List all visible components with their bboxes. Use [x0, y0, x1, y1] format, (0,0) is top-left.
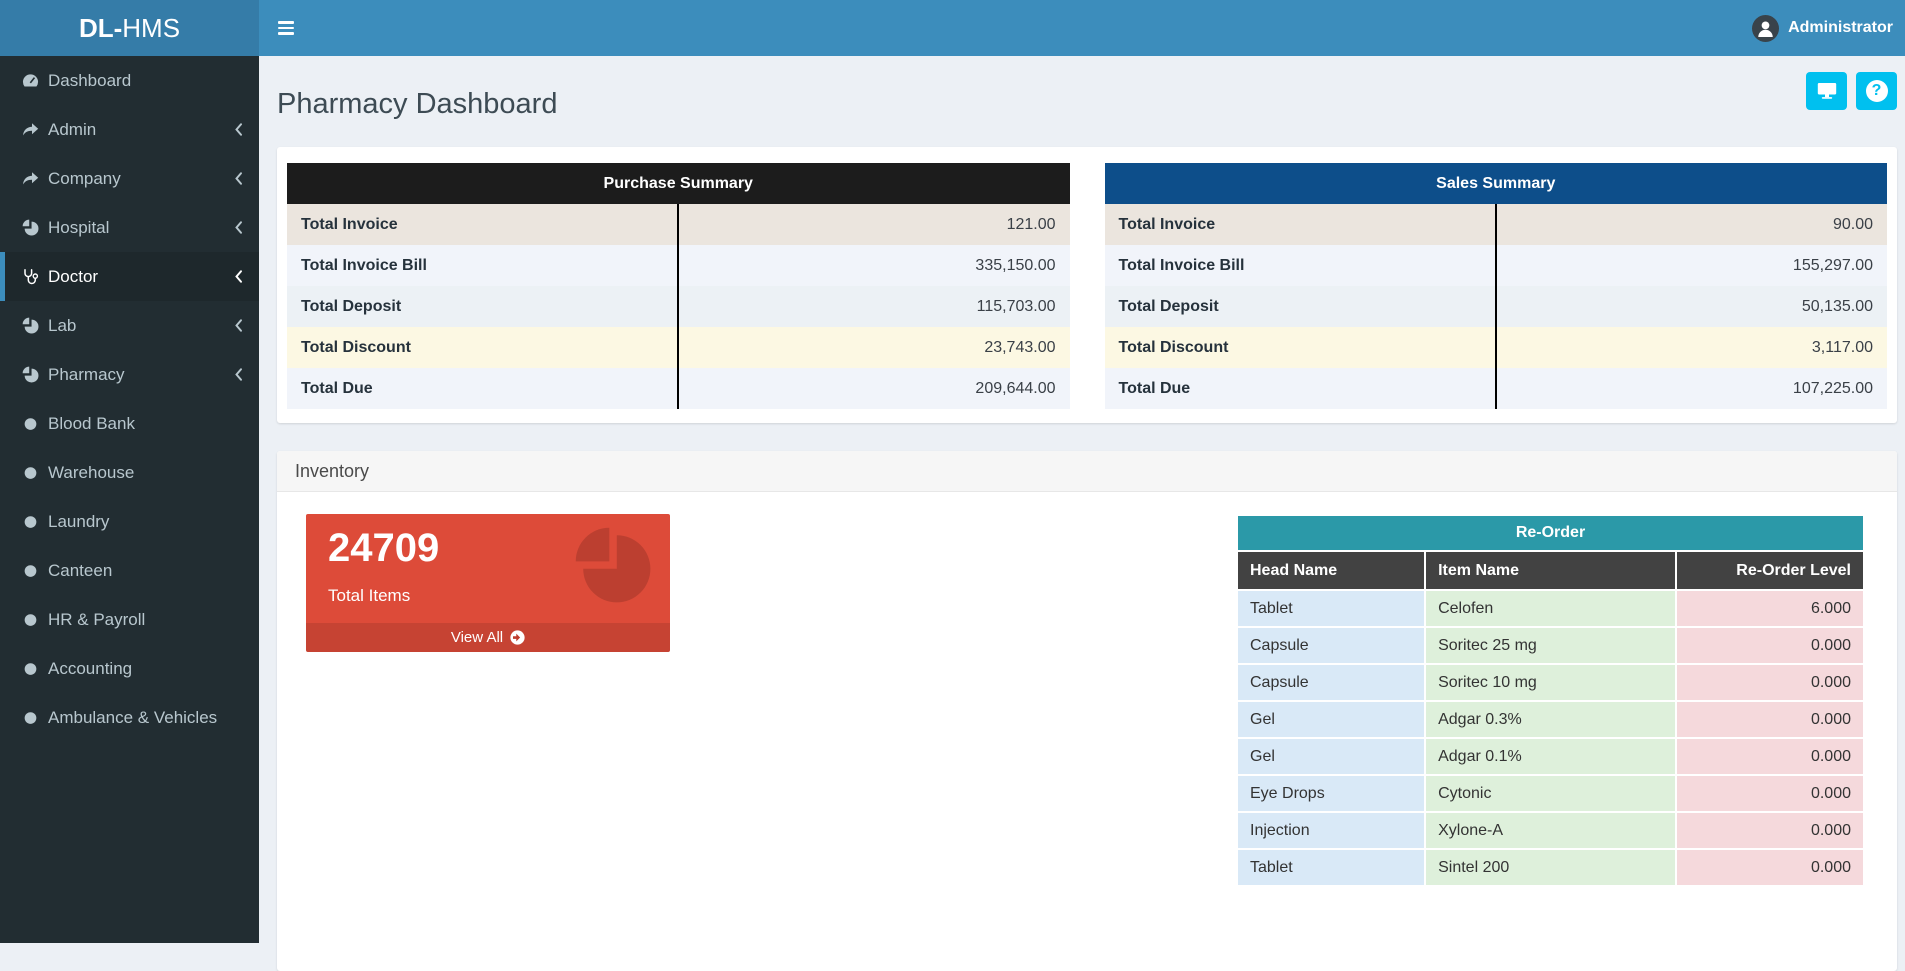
bullet-circle-icon: [22, 709, 48, 726]
table-row: Total Discount 23,743.00: [287, 327, 1070, 368]
bullet-circle-icon: [22, 415, 48, 432]
arrow-circle-right-icon: [510, 630, 525, 645]
inventory-panel-title: Inventory: [277, 451, 1897, 492]
sidebar-item-lab[interactable]: Lab: [0, 301, 259, 350]
sales-summary-table: Sales Summary Total Invoice 90.00 Total …: [1104, 163, 1887, 409]
sidebar-item-laundry[interactable]: Laundry: [0, 497, 259, 546]
pie-chart-icon: [572, 524, 656, 608]
sales-summary-title: Sales Summary: [1104, 163, 1887, 204]
pie-chart-icon: [22, 317, 48, 334]
table-row: Capsule Soritec 10 mg 0.000: [1235, 663, 1866, 702]
total-items-count: 24709: [328, 526, 440, 570]
chevron-left-icon: [234, 171, 243, 186]
user-menu[interactable]: Administrator: [1740, 0, 1905, 56]
sidebar-item-warehouse[interactable]: Warehouse: [0, 448, 259, 497]
help-button[interactable]: [1856, 72, 1897, 110]
table-row: Tablet Sintel 200 0.000: [1235, 848, 1866, 887]
sidebar-toggle-button[interactable]: [259, 0, 313, 56]
table-row: Total Deposit 115,703.00: [287, 286, 1070, 327]
purchase-summary-table: Purchase Summary Total Invoice 121.00 To…: [287, 163, 1070, 409]
reorder-table: Re-Order Head Name Item Name Re-Order Le…: [1235, 514, 1866, 887]
inventory-panel-body: 24709 Total Items View All Re-Order Head…: [277, 492, 1897, 927]
total-items-label: Total Items: [328, 586, 411, 605]
table-row: Total Invoice 121.00: [287, 204, 1070, 245]
table-row: Total Invoice Bill 335,150.00: [287, 245, 1070, 286]
column-header-reorder-level: Re-Order Level: [1674, 550, 1866, 591]
chevron-left-icon: [234, 220, 243, 235]
table-row: Total Due 209,644.00: [287, 368, 1070, 409]
table-row: Eye Drops Cytonic 0.000: [1235, 774, 1866, 813]
chevron-left-icon: [234, 318, 243, 333]
table-row: Total Deposit 50,135.00: [1104, 286, 1887, 327]
purchase-summary-title: Purchase Summary: [287, 163, 1070, 204]
table-row: Total Invoice Bill 155,297.00: [1104, 245, 1887, 286]
user-avatar-icon: [1752, 15, 1779, 42]
brand-rest: HMS: [122, 12, 181, 43]
sidebar-item-dashboard[interactable]: Dashboard: [0, 56, 259, 105]
chevron-left-icon: [234, 367, 243, 382]
sidebar-item-hospital[interactable]: Hospital: [0, 203, 259, 252]
bullet-circle-icon: [22, 611, 48, 628]
sidebar-item-pharmacy[interactable]: Pharmacy: [0, 350, 259, 399]
main-content: Pharmacy Dashboard Purchase Summary Tota…: [259, 56, 1905, 971]
chevron-left-icon: [234, 269, 243, 284]
gauge-icon: [22, 72, 48, 89]
sidebar-item-doctor[interactable]: Doctor: [0, 252, 259, 301]
bullet-circle-icon: [22, 562, 48, 579]
inventory-panel: Inventory 24709 Total Items View All Re-…: [277, 451, 1897, 971]
stethoscope-icon: [22, 268, 48, 285]
monitor-icon: [1817, 82, 1837, 100]
pie-chart-icon: [22, 219, 48, 236]
table-row: Total Due 107,225.00: [1104, 368, 1887, 409]
chevron-left-icon: [234, 122, 243, 137]
share-icon: [22, 121, 48, 138]
sidebar-item-accounting[interactable]: Accounting: [0, 644, 259, 693]
bullet-circle-icon: [22, 513, 48, 530]
display-screen-button[interactable]: [1806, 72, 1847, 110]
sidebar-item-canteen[interactable]: Canteen: [0, 546, 259, 595]
sidebar: Dashboard Admin Company Hospital Doctor …: [0, 56, 259, 943]
total-items-card: 24709 Total Items View All: [306, 514, 670, 652]
sidebar-item-hr-payroll[interactable]: HR & Payroll: [0, 595, 259, 644]
sidebar-item-ambulance-vehicles[interactable]: Ambulance & Vehicles: [0, 693, 259, 742]
table-row: Total Invoice 90.00: [1104, 204, 1887, 245]
table-row: Total Discount 3,117.00: [1104, 327, 1887, 368]
brand-bold: DL-: [78, 12, 123, 43]
share-icon: [22, 170, 48, 187]
brand-logo[interactable]: DL- HMS: [0, 0, 259, 56]
table-row: Gel Adgar 0.1% 0.000: [1235, 737, 1866, 776]
table-row: Injection Xylone-A 0.000: [1235, 811, 1866, 850]
page-actions: [1806, 72, 1897, 110]
sidebar-item-admin[interactable]: Admin: [0, 105, 259, 154]
table-row: Gel Adgar 0.3% 0.000: [1235, 700, 1866, 739]
sidebar-item-blood-bank[interactable]: Blood Bank: [0, 399, 259, 448]
column-header-head-name: Head Name: [1235, 550, 1427, 591]
page-header: Pharmacy Dashboard: [277, 56, 1897, 121]
navbar: Administrator: [259, 0, 1905, 56]
topbar: DL- HMS Administrator: [0, 0, 1905, 56]
table-row: Capsule Soritec 25 mg 0.000: [1235, 626, 1866, 665]
question-icon: [1865, 80, 1888, 102]
pie-chart-icon: [22, 366, 48, 383]
sidebar-item-company[interactable]: Company: [0, 154, 259, 203]
column-header-item-name: Item Name: [1424, 550, 1677, 591]
table-row: Tablet Celofen 6.000: [1235, 589, 1866, 628]
user-name: Administrator: [1788, 19, 1893, 36]
page-title: Pharmacy Dashboard: [277, 88, 558, 120]
bullet-circle-icon: [22, 660, 48, 677]
reorder-table-title: Re-Order: [1236, 514, 1865, 552]
view-all-link[interactable]: View All: [306, 623, 670, 652]
summary-panel: Purchase Summary Total Invoice 121.00 To…: [277, 147, 1897, 423]
bullet-circle-icon: [22, 464, 48, 481]
